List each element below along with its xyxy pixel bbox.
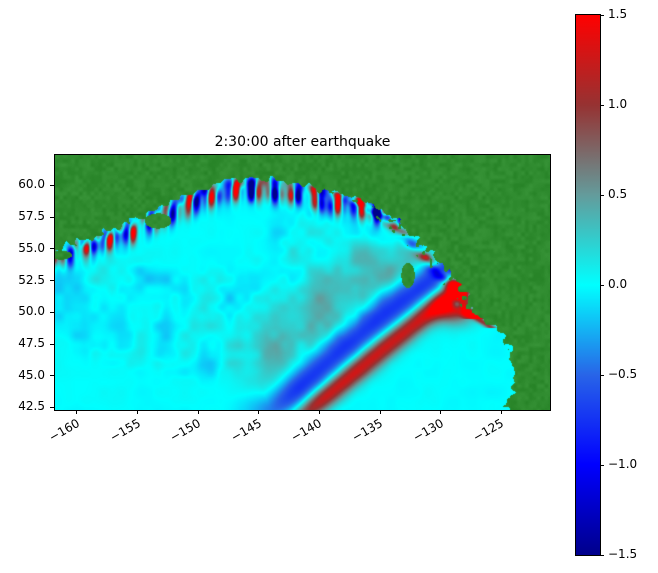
y-tick-label: 52.5 bbox=[18, 272, 45, 287]
x-tick-label: −155 bbox=[106, 416, 143, 445]
colorbar-tick-mark bbox=[601, 464, 604, 466]
colorbar-tick-label: −0.5 bbox=[608, 367, 638, 381]
colorbar-tick-mark bbox=[601, 554, 604, 556]
plot-title: 2:30:00 after earthquake bbox=[214, 134, 391, 150]
x-tick-label: −140 bbox=[288, 416, 325, 445]
y-tick-label: 55.0 bbox=[18, 240, 45, 255]
x-tick-mark bbox=[76, 410, 78, 414]
colorbar-tick-label: −1.0 bbox=[608, 457, 638, 471]
x-tick-mark bbox=[500, 410, 502, 414]
y-tick-mark bbox=[50, 311, 54, 313]
colorbar-tick-mark bbox=[601, 374, 604, 376]
colorbar-tick-label: 1.5 bbox=[608, 7, 628, 21]
x-tick-mark bbox=[258, 410, 260, 414]
colorbar-tick-label: 0.0 bbox=[608, 277, 628, 291]
colorbar-tick-label: −1.5 bbox=[608, 547, 638, 561]
y-tick-label: 45.0 bbox=[18, 367, 45, 382]
x-tick-mark bbox=[379, 410, 381, 414]
colorbar-frame bbox=[575, 14, 601, 556]
y-tick-mark bbox=[50, 406, 54, 408]
y-tick-mark bbox=[50, 216, 54, 218]
y-tick-mark bbox=[50, 248, 54, 250]
colorbar-tick-mark bbox=[601, 104, 604, 106]
colorbar-gradient bbox=[576, 15, 600, 555]
y-tick-mark bbox=[50, 184, 54, 186]
x-tick-mark bbox=[318, 410, 320, 414]
y-tick-label: 42.5 bbox=[18, 399, 45, 414]
colorbar-tick-mark bbox=[601, 284, 604, 286]
map-axes-frame bbox=[54, 154, 551, 411]
y-tick-label: 47.5 bbox=[18, 336, 45, 351]
y-tick-mark bbox=[50, 343, 54, 345]
x-tick-label: −125 bbox=[470, 416, 507, 445]
y-tick-mark bbox=[50, 280, 54, 282]
colorbar-tick-label: 0.5 bbox=[608, 187, 628, 201]
colorbar-tick-mark bbox=[601, 194, 604, 196]
y-tick-label: 57.5 bbox=[18, 209, 45, 224]
x-tick-label: −130 bbox=[410, 416, 446, 445]
colorbar-tick-mark bbox=[601, 14, 604, 16]
y-tick-label: 60.0 bbox=[18, 177, 45, 192]
x-tick-label: −135 bbox=[349, 416, 386, 445]
x-tick-mark bbox=[440, 410, 442, 414]
y-tick-mark bbox=[50, 375, 54, 377]
colorbar-tick-label: 1.0 bbox=[608, 97, 628, 111]
x-tick-mark bbox=[137, 410, 138, 414]
x-tick-label: −145 bbox=[228, 416, 264, 445]
x-tick-mark bbox=[197, 410, 199, 414]
y-tick-label: 50.0 bbox=[18, 304, 45, 319]
map-heatmap-canvas bbox=[55, 155, 550, 410]
x-tick-label: −150 bbox=[167, 416, 204, 445]
x-tick-label: −160 bbox=[46, 416, 82, 445]
